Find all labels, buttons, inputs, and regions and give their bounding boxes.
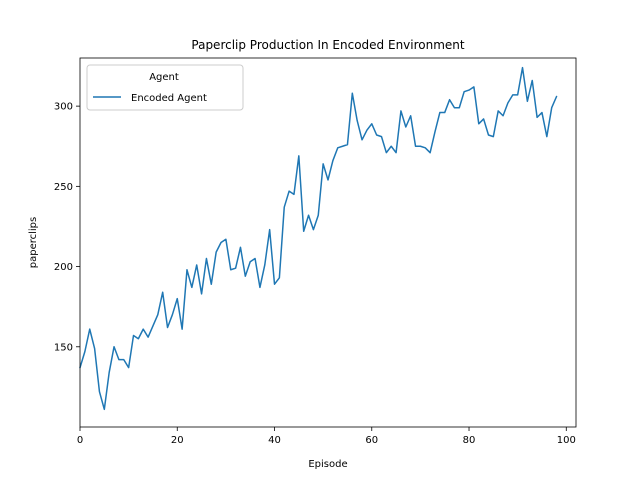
x-axis-title: Episode — [308, 459, 347, 470]
x-tick-label: 100 — [557, 435, 576, 446]
x-tick-label: 0 — [77, 435, 83, 446]
plot-area — [79, 66, 558, 411]
x-tick-label: 80 — [463, 435, 476, 446]
x-axis: 0 20 40 60 80 100 — [77, 427, 576, 446]
legend: Agent Encoded Agent — [86, 64, 244, 111]
x-tick-label: 60 — [365, 435, 378, 446]
y-tick-label: 200 — [54, 262, 73, 273]
legend-box — [86, 64, 244, 111]
legend-label-encoded-agent: Encoded Agent — [131, 93, 207, 104]
y-tick-label: 250 — [54, 182, 73, 193]
y-tick-label: 300 — [54, 102, 73, 113]
axes-border — [79, 57, 577, 428]
chart-title: Paperclip Production In Encoded Environm… — [191, 38, 465, 52]
y-axis: 150 200 250 300 — [54, 102, 80, 353]
x-tick-label: 40 — [268, 435, 281, 446]
y-tick-label: 150 — [54, 342, 73, 353]
x-tick-label: 20 — [171, 435, 184, 446]
y-axis-title: paperclips — [28, 217, 39, 268]
data-line-encoded-agent — [79, 66, 558, 411]
legend-title: Agent — [149, 72, 179, 83]
axes-frame — [79, 57, 577, 428]
